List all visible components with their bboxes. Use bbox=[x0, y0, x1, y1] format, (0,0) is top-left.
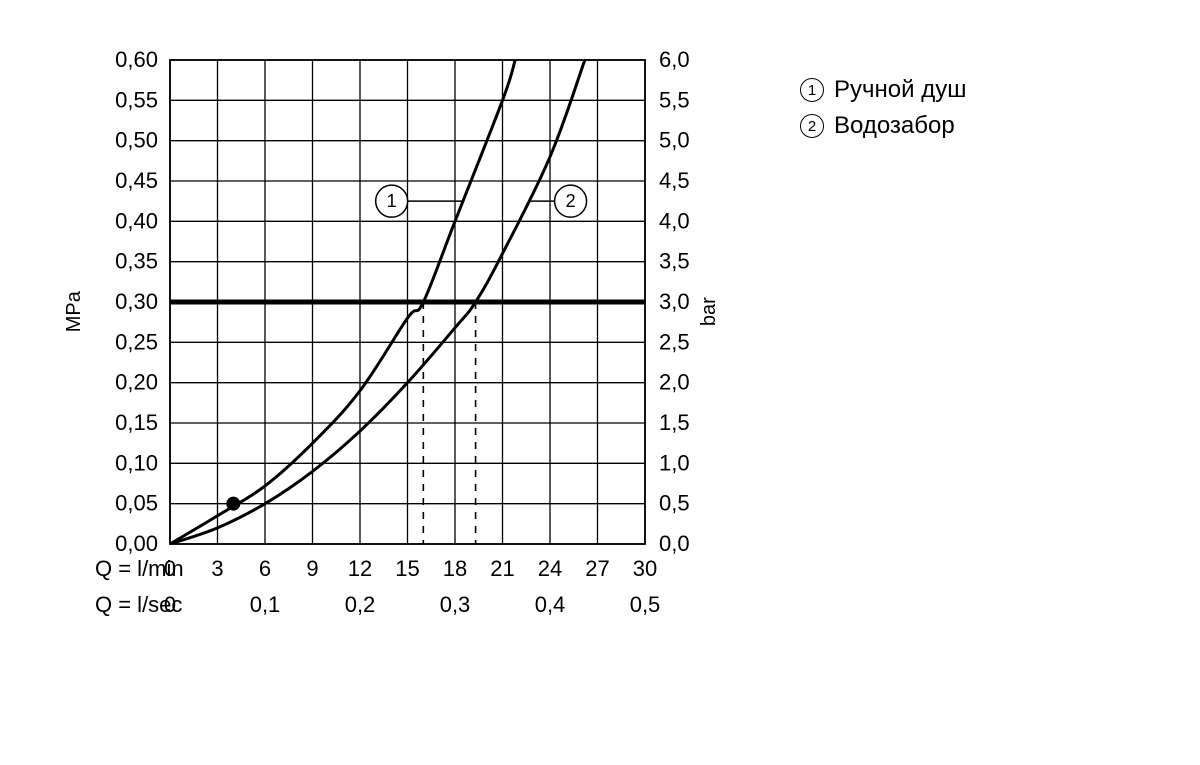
svg-text:0,45: 0,45 bbox=[115, 168, 158, 193]
svg-text:4,0: 4,0 bbox=[659, 208, 690, 233]
legend-label: Водозабор bbox=[834, 112, 955, 140]
svg-text:0,5: 0,5 bbox=[630, 592, 661, 617]
svg-text:0,00: 0,00 bbox=[115, 531, 158, 556]
svg-text:1: 1 bbox=[387, 191, 397, 211]
svg-text:bar: bar bbox=[698, 297, 720, 326]
svg-text:6,0: 6,0 bbox=[659, 47, 690, 72]
svg-text:27: 27 bbox=[585, 556, 609, 581]
svg-text:0,15: 0,15 bbox=[115, 410, 158, 435]
legend-item: 1 Ручной душ bbox=[800, 76, 966, 104]
legend-label: Ручной душ bbox=[834, 76, 966, 104]
svg-text:9: 9 bbox=[306, 556, 318, 581]
svg-text:2,5: 2,5 bbox=[659, 329, 690, 354]
svg-text:21: 21 bbox=[490, 556, 514, 581]
legend-number-icon: 2 bbox=[800, 114, 824, 138]
svg-text:0,50: 0,50 bbox=[115, 128, 158, 153]
svg-text:30: 30 bbox=[633, 556, 657, 581]
svg-text:0,10: 0,10 bbox=[115, 450, 158, 475]
svg-text:0,0: 0,0 bbox=[659, 531, 690, 556]
svg-text:5,5: 5,5 bbox=[659, 87, 690, 112]
svg-text:24: 24 bbox=[538, 556, 562, 581]
marker-dot bbox=[226, 497, 240, 511]
svg-text:5,0: 5,0 bbox=[659, 128, 690, 153]
legend-item: 2 Водозабор bbox=[800, 112, 966, 140]
svg-text:0,2: 0,2 bbox=[345, 592, 376, 617]
svg-text:0,55: 0,55 bbox=[115, 87, 158, 112]
svg-text:MPa: MPa bbox=[63, 290, 85, 332]
svg-text:0: 0 bbox=[164, 556, 176, 581]
svg-text:0,25: 0,25 bbox=[115, 329, 158, 354]
svg-text:1,5: 1,5 bbox=[659, 410, 690, 435]
svg-text:0,35: 0,35 bbox=[115, 249, 158, 274]
svg-text:3: 3 bbox=[211, 556, 223, 581]
svg-text:0,1: 0,1 bbox=[250, 592, 281, 617]
svg-text:0,40: 0,40 bbox=[115, 208, 158, 233]
svg-text:18: 18 bbox=[443, 556, 467, 581]
svg-text:2: 2 bbox=[566, 191, 576, 211]
svg-text:3,0: 3,0 bbox=[659, 289, 690, 314]
svg-text:2,0: 2,0 bbox=[659, 370, 690, 395]
legend-number-icon: 1 bbox=[800, 78, 824, 102]
svg-text:4,5: 4,5 bbox=[659, 168, 690, 193]
svg-text:0: 0 bbox=[164, 592, 176, 617]
chart-legend: 1 Ручной душ 2 Водозабор bbox=[800, 76, 966, 148]
svg-text:12: 12 bbox=[348, 556, 372, 581]
svg-text:6: 6 bbox=[259, 556, 271, 581]
svg-text:0,3: 0,3 bbox=[440, 592, 471, 617]
svg-text:0,5: 0,5 bbox=[659, 491, 690, 516]
svg-text:15: 15 bbox=[395, 556, 419, 581]
svg-text:0,20: 0,20 bbox=[115, 370, 158, 395]
svg-text:1,0: 1,0 bbox=[659, 450, 690, 475]
svg-text:0,4: 0,4 bbox=[535, 592, 566, 617]
svg-text:0,05: 0,05 bbox=[115, 491, 158, 516]
svg-text:0,30: 0,30 bbox=[115, 289, 158, 314]
flow-pressure-chart: 120,000,050,100,150,200,250,300,350,400,… bbox=[0, 0, 1200, 765]
svg-text:0,60: 0,60 bbox=[115, 47, 158, 72]
svg-text:3,5: 3,5 bbox=[659, 249, 690, 274]
